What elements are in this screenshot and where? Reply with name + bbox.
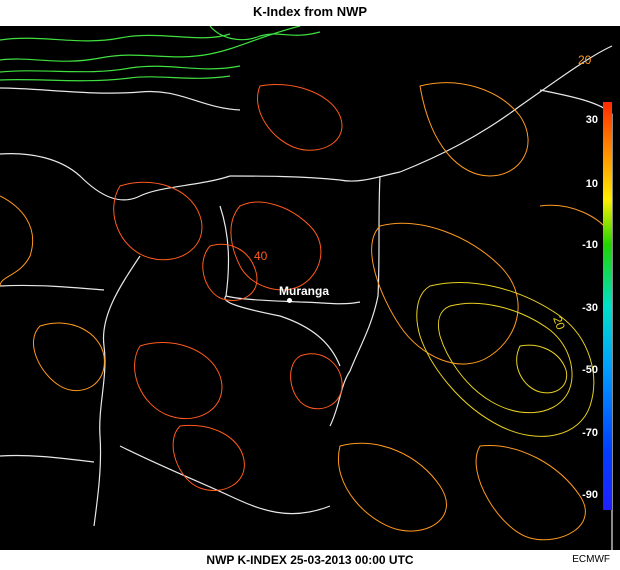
city-label: Muranga [279,284,330,298]
colorbar-label: -50 [582,364,598,376]
contour-label: 20 [578,53,592,67]
k-index-map: 20 40 20 Muranga 30 10 -10 -30 -50 -70 -… [0,26,620,550]
green-contours [0,26,321,82]
colorbar-label: -90 [582,489,598,501]
contours-low [416,282,595,437]
colorbar-label: -30 [582,302,598,314]
contour-label: 40 [254,249,268,263]
colorbar-label: -70 [582,427,598,439]
contour-labels: 20 40 20 [254,53,592,332]
city-marker [287,298,292,303]
credit-label: ECMWF [572,554,610,565]
country-borders [0,45,613,550]
colorbar [603,102,612,510]
colorbar-label: 10 [585,178,598,190]
contour-label: 20 [550,314,568,332]
map-footer: NWP K-INDEX 25-03-2013 00:00 UTC ECMWF [0,551,620,570]
contours-mid [0,82,613,541]
contours-high [113,84,343,491]
map-title: K-Index from NWP [252,4,368,19]
footer-caption: NWP K-INDEX 25-03-2013 00:00 UTC [206,553,414,567]
map-canvas: 20 40 20 [0,26,613,550]
colorbar-label: -10 [582,239,598,251]
colorbar-label: 30 [585,114,598,126]
